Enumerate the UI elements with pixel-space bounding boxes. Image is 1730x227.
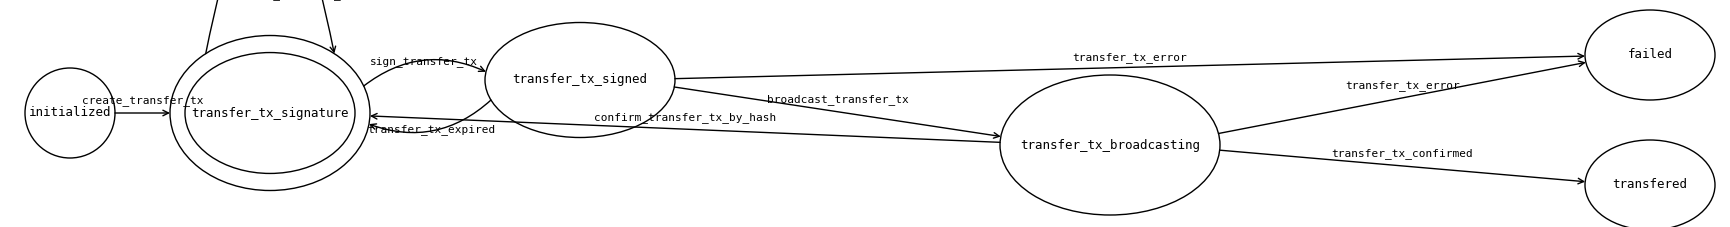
- Text: transfer_tx_broadcasting: transfer_tx_broadcasting: [1021, 138, 1201, 151]
- FancyArrowPatch shape: [675, 53, 1583, 79]
- Text: sign_transfer_tx: sign_transfer_tx: [370, 56, 477, 67]
- FancyArrowPatch shape: [1218, 61, 1585, 133]
- FancyArrowPatch shape: [1220, 150, 1583, 184]
- FancyArrowPatch shape: [363, 60, 484, 86]
- Text: failed: failed: [1628, 49, 1673, 62]
- Text: transfer_tx_error: transfer_tx_error: [1073, 52, 1187, 63]
- Text: transfer_tx_error: transfer_tx_error: [1344, 81, 1460, 91]
- Text: initialized: initialized: [29, 106, 111, 119]
- Text: transfer_tx_signature: transfer_tx_signature: [192, 106, 349, 119]
- FancyArrowPatch shape: [114, 110, 168, 116]
- Text: broadcast_transfer_tx: broadcast_transfer_tx: [766, 94, 908, 105]
- Text: transfer_tx_signed: transfer_tx_signed: [512, 74, 647, 86]
- FancyArrowPatch shape: [370, 100, 491, 133]
- Text: create_transfer_tx: create_transfer_tx: [81, 96, 202, 106]
- FancyArrowPatch shape: [372, 114, 1000, 142]
- Text: transfer_tx_confirmed: transfer_tx_confirmed: [1332, 148, 1474, 159]
- Text: transfered: transfered: [1612, 178, 1687, 192]
- FancyArrowPatch shape: [206, 0, 336, 54]
- Text: confirm_transfer_tx_by_hash: confirm_transfer_tx_by_hash: [593, 112, 777, 123]
- Text: transfer_tx_expired: transfer_tx_expired: [367, 124, 495, 135]
- FancyArrowPatch shape: [675, 87, 1000, 138]
